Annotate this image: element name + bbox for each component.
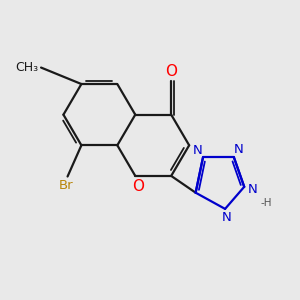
- Text: N: N: [222, 211, 231, 224]
- Text: O: O: [165, 64, 177, 79]
- Text: Br: Br: [59, 179, 74, 192]
- Text: O: O: [132, 179, 144, 194]
- Text: CH₃: CH₃: [16, 61, 39, 74]
- Text: -H: -H: [260, 198, 272, 208]
- Text: N: N: [233, 143, 243, 156]
- Text: N: N: [193, 144, 202, 157]
- Text: N: N: [248, 182, 258, 196]
